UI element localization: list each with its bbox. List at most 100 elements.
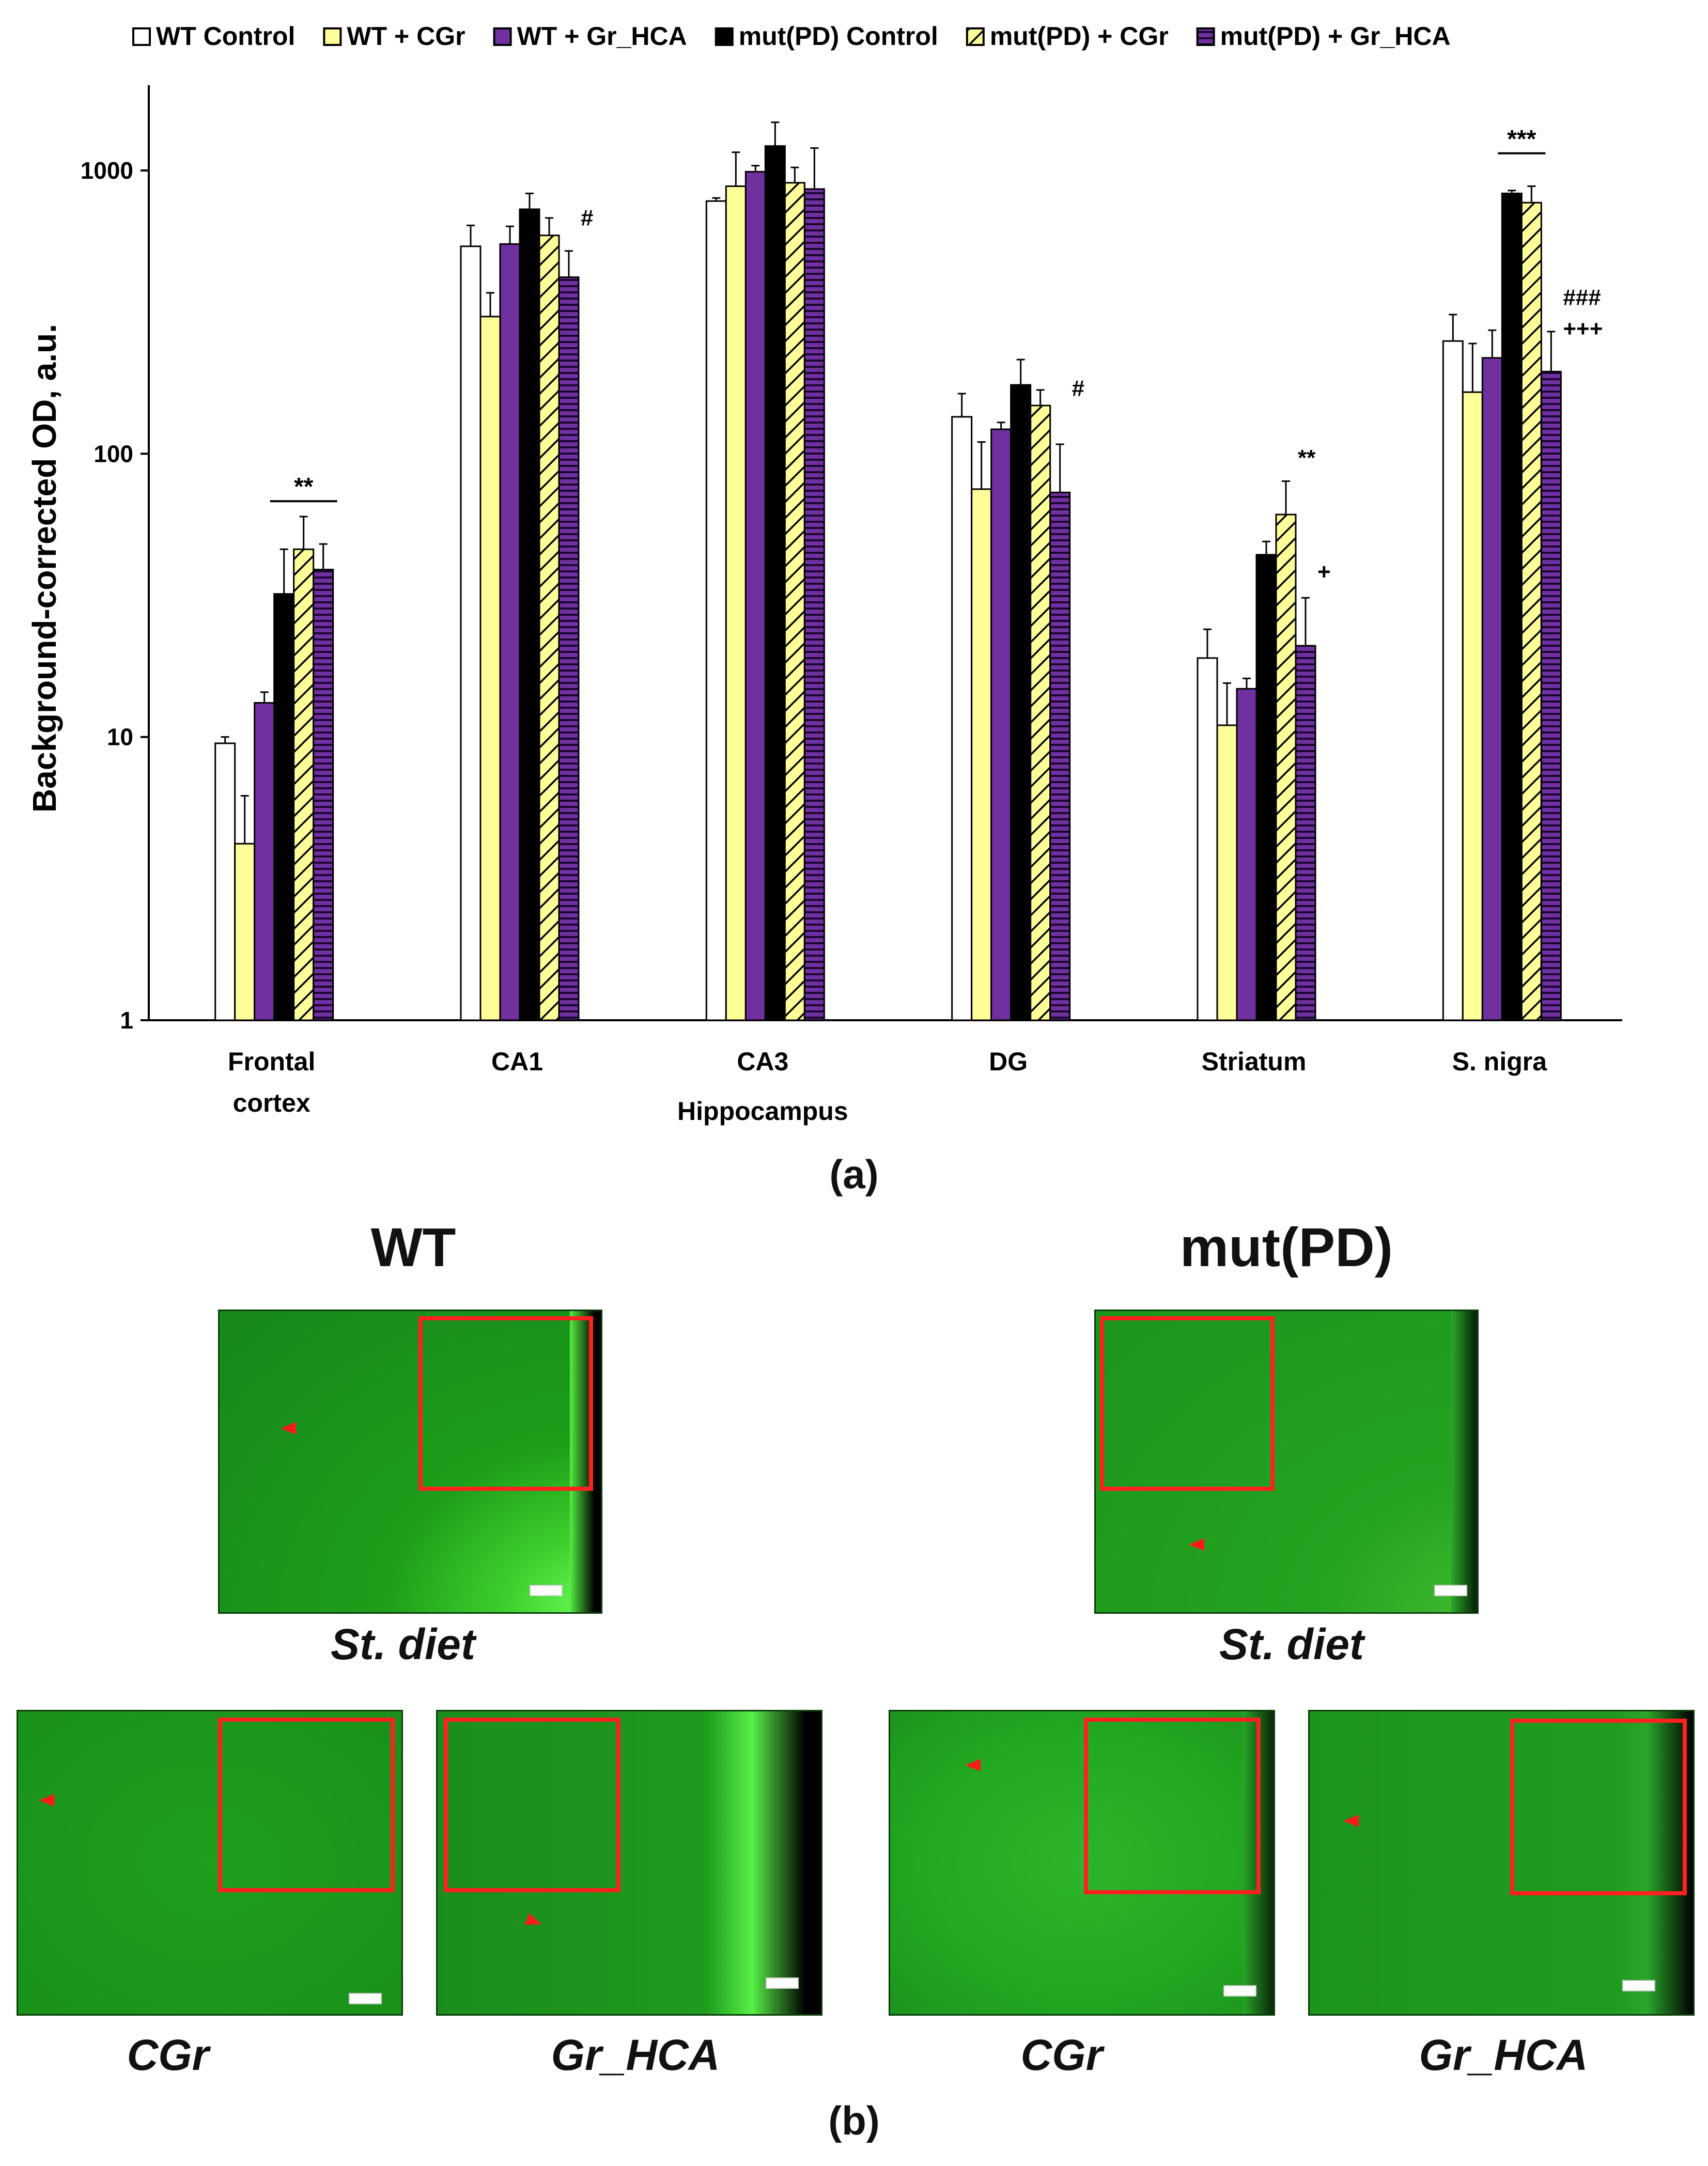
x-tick-label: Striatum [1202, 1047, 1307, 1076]
legend-label: WT Control [156, 22, 295, 51]
caption-mut-gr-hca: Gr_HCA [1419, 2031, 1588, 2079]
legend-swatch [493, 27, 512, 46]
significance-marker: ### [1563, 285, 1601, 310]
inset-box [1100, 1316, 1275, 1491]
x-tick-label: cortex [233, 1088, 310, 1117]
significance-marker: # [581, 205, 593, 230]
legend-swatch [1196, 27, 1215, 46]
significance-marker: # [1072, 376, 1084, 401]
y-tick-label: 100 [94, 440, 133, 467]
bar [1197, 657, 1218, 1021]
inset-box [218, 1718, 395, 1892]
panel-a-label: (a) [829, 1151, 879, 1197]
red-arrowhead-icon [965, 1759, 981, 1771]
y-tick-label: 1000 [81, 157, 133, 184]
caption-wt-cgr: CGr [127, 2031, 209, 2079]
micrograph-wt-gr-hca [436, 1710, 822, 2016]
bar [971, 488, 992, 1021]
inset-box [1510, 1719, 1687, 1895]
bar [1442, 340, 1464, 1021]
bar [1501, 192, 1523, 1021]
caption-mut-cgr: CGr [1020, 2031, 1103, 2079]
significance-marker: ** [294, 473, 314, 501]
legend-swatch [966, 27, 985, 46]
bar [558, 276, 580, 1021]
significance-marker: ** [1298, 445, 1316, 471]
legend-swatch [715, 27, 734, 46]
bar [1275, 513, 1297, 1021]
bar [519, 208, 540, 1021]
annotations: ** # # ** + *** ### +++ [270, 126, 1603, 585]
bar [313, 569, 334, 1021]
caption-wt-gr-hca: Gr_HCA [551, 2031, 720, 2079]
bar [293, 548, 315, 1021]
bar [1010, 384, 1032, 1021]
red-arrowhead-icon [1343, 1815, 1359, 1827]
y-tick-label: 1 [120, 1007, 133, 1034]
scale-bar [1434, 1585, 1467, 1596]
bar-chart: WT Control WT + CGr WT + Gr_HCA mut(PD) Con… [26, 22, 1622, 1126]
bar [1462, 391, 1483, 1021]
inset-box [418, 1316, 593, 1491]
x-tick-label: S. nigra [1452, 1047, 1548, 1076]
red-arrowhead-icon [281, 1422, 296, 1435]
bar [1255, 554, 1277, 1021]
legend-swatch [132, 27, 151, 46]
red-arrowhead-icon [524, 1913, 544, 1930]
bar [725, 185, 747, 1021]
y-tick-label: 10 [107, 724, 133, 751]
x-tick-label: CA1 [491, 1047, 543, 1076]
bar [1481, 357, 1503, 1021]
bar [234, 843, 256, 1021]
legend-label: WT + CGr [347, 22, 465, 51]
legend: WT Control WT + CGr WT + Gr_HCA mut(PD) Con… [132, 22, 1451, 51]
micrograph-wt-cgr [17, 1710, 403, 2016]
inset-box [1084, 1718, 1261, 1894]
x-tick-label: CA3 [737, 1047, 788, 1076]
legend-label: WT + Gr_HCA [517, 22, 687, 51]
scale-bar [1223, 1985, 1256, 1997]
micrograph-mut-st-diet [1094, 1310, 1479, 1614]
bar [1540, 370, 1562, 1021]
bar [784, 182, 805, 1021]
bar [214, 742, 236, 1021]
bar [764, 145, 786, 1021]
panel-b-label: (b) [828, 2098, 880, 2143]
bars [214, 121, 1562, 1021]
bar [951, 416, 973, 1021]
bar [479, 316, 501, 1021]
micrograph-wt-st-diet [218, 1310, 602, 1614]
bar [1236, 688, 1257, 1021]
bar [499, 243, 521, 1021]
bar [990, 428, 1012, 1021]
bar [1049, 491, 1071, 1021]
bar [744, 170, 766, 1021]
legend-label: mut(PD) + Gr_HCA [1220, 22, 1451, 51]
bar [803, 188, 825, 1021]
legend-label: mut(PD) + CGr [990, 22, 1169, 51]
scale-bar [766, 1977, 799, 1989]
caption-mut-st-diet: St. diet [1219, 1620, 1364, 1669]
bar [538, 235, 560, 1021]
significance-marker: +++ [1563, 316, 1603, 341]
micrograph-mut-cgr [889, 1710, 1275, 2016]
mut-heading: mut(PD) [1179, 1217, 1393, 1278]
y-axis-label: Background-corrected OD, a.u. [26, 324, 63, 813]
x-tick-label: Frontal [228, 1047, 315, 1076]
bar [1520, 201, 1542, 1021]
bar [1030, 404, 1051, 1021]
legend-label: mut(PD) Control [739, 22, 938, 51]
caption-wt-st-diet: St. diet [330, 1620, 475, 1669]
bar [1216, 724, 1238, 1021]
bar [460, 245, 482, 1021]
axes: 1 10 100 1000 Background-corrected OD, a.u. F… [26, 85, 1622, 1126]
bar [1295, 645, 1316, 1021]
group-caption: Hippocampus [677, 1097, 848, 1126]
scale-bar [1622, 1980, 1655, 1991]
significance-marker: *** [1507, 126, 1536, 153]
bar [273, 593, 295, 1021]
red-arrowhead-icon [39, 1794, 54, 1806]
scale-bar [349, 1993, 382, 2004]
bar [254, 702, 275, 1021]
scale-bar [530, 1585, 563, 1596]
